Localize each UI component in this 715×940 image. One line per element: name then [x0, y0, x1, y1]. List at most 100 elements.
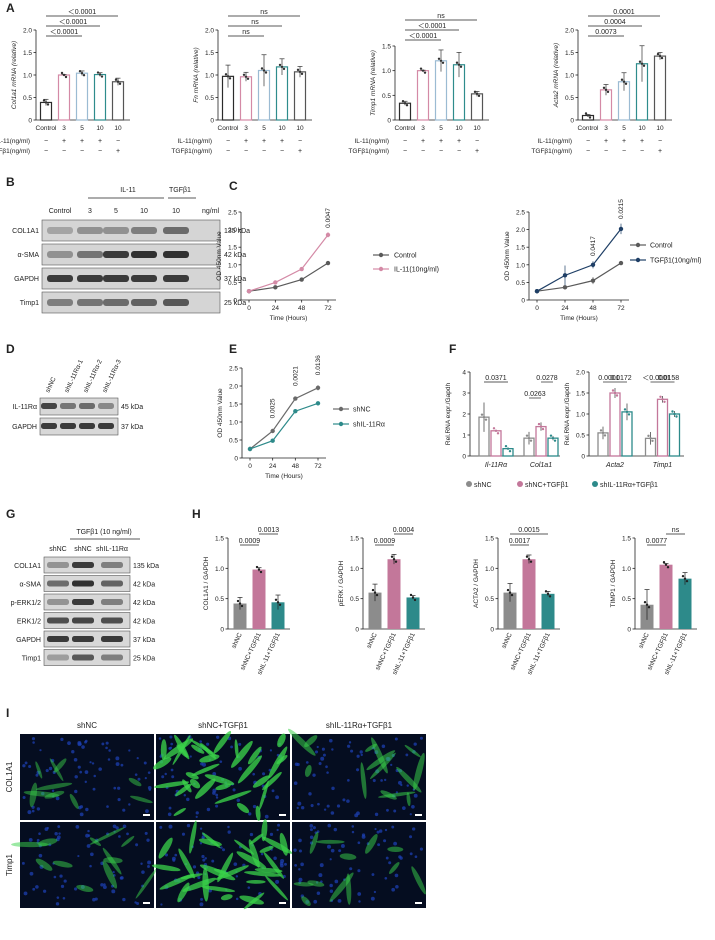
a-dot [296, 68, 300, 72]
i-nucleus [136, 901, 140, 906]
i-stain-fiber [53, 758, 67, 773]
g-band [101, 580, 123, 587]
i-stain-fiber [404, 744, 421, 758]
panel-letter-a: A [6, 1, 15, 15]
c-right-point [618, 260, 624, 266]
a-dot [244, 75, 248, 79]
f-left-sig-label: 0.0263 [524, 391, 546, 398]
i-nucleus [249, 832, 254, 837]
f-right-dot [611, 389, 615, 392]
h-dot [525, 555, 529, 558]
i-nucleus [168, 824, 173, 829]
i-nucleus [411, 804, 415, 809]
i-nucleus [390, 763, 393, 766]
g-kda-label: 25 kDa [133, 656, 155, 663]
i-stain-fiber [199, 864, 236, 881]
i-nucleus [41, 791, 45, 796]
e-point [247, 446, 253, 452]
h-dot [527, 558, 531, 561]
i-nucleus [160, 903, 163, 906]
a-sig-label: ＜0.0001 [50, 29, 79, 36]
i-nucleus [325, 765, 328, 769]
c-left-point [299, 266, 304, 272]
d-band [79, 423, 95, 429]
i-nucleus [57, 825, 61, 828]
i-nucleus [31, 737, 36, 741]
c-right-legend-dot [635, 242, 641, 248]
i-micrograph-bg [20, 734, 154, 820]
f-right-dot [647, 434, 650, 438]
i-nucleus [384, 828, 388, 832]
i-nucleus [293, 848, 297, 852]
i-stain-fiber [182, 779, 192, 793]
h-sig-label: 0.0009 [239, 538, 261, 545]
h-dot [274, 598, 278, 602]
i-scale-bar [143, 814, 150, 816]
i-stain-fiber [182, 877, 217, 892]
i-nucleus [23, 891, 28, 896]
h-dot [685, 579, 689, 583]
h-sig-label: ns [672, 527, 680, 534]
i-nucleus [90, 852, 94, 857]
i-nucleus [276, 828, 279, 832]
a3-y-tick-label: 0 [570, 118, 574, 125]
f-left-dot [553, 439, 557, 442]
i-stain-fiber [365, 743, 377, 752]
h1-y-tick-label: 0 [355, 627, 359, 634]
h2-y-tick-label: 1.0 [485, 566, 494, 573]
i-stain-fiber [288, 728, 316, 756]
a-dot [60, 71, 64, 75]
a-dot [602, 86, 606, 90]
f-left-y-tick-label: 3 [462, 391, 466, 398]
a-dot [588, 116, 592, 119]
a-x-tick-label: Control [218, 125, 240, 132]
f-right-dot [627, 413, 631, 416]
a-bar [93, 73, 107, 121]
i-stain-fiber [11, 841, 49, 848]
a-treat-mark: + [658, 148, 662, 155]
i-nucleus [32, 887, 36, 891]
a-treat-mark: − [622, 148, 626, 155]
a-treat-mark: + [604, 138, 608, 145]
a-dot [226, 75, 230, 78]
i-nucleus [357, 892, 362, 896]
h-dot [643, 601, 647, 604]
a-treat-mark: + [80, 138, 84, 145]
c-right-y-tick-label: 2.5 [516, 210, 525, 217]
c-right-p-value: 0.0215 [618, 199, 625, 219]
i-nucleus [77, 765, 81, 769]
i-nucleus [169, 746, 173, 749]
i-nucleus [215, 793, 219, 797]
h-dot [278, 603, 282, 607]
panel-letter-i: I [6, 706, 9, 720]
a2-y-tick-label: 0 [387, 118, 391, 125]
a2-y-tick-label: 1.5 [382, 44, 391, 51]
b-kda-label: 42 kDa [224, 252, 246, 259]
i-nucleus [169, 735, 173, 739]
i-nucleus [79, 770, 83, 774]
i-row-label: Timp1 [5, 853, 14, 875]
a-dot [606, 90, 610, 94]
e-x-tick-label: 0 [248, 463, 252, 470]
i-stain-fiber [128, 777, 142, 787]
h-bar [541, 593, 555, 629]
i-nucleus [377, 843, 381, 847]
c-left-series-line [248, 234, 329, 292]
a-bar [293, 71, 307, 121]
a-treat-mark: + [244, 138, 248, 145]
a-dot [82, 74, 86, 77]
i-stain-fiber [246, 879, 266, 884]
a-x-tick-label: 5 [80, 125, 84, 132]
i-nucleus [409, 835, 413, 839]
i-nucleus [227, 825, 230, 829]
i-nucleus [298, 838, 302, 843]
a-treat-mark: − [586, 148, 590, 155]
i-nucleus [212, 771, 217, 776]
f-right-dot [615, 394, 619, 397]
g-band [47, 617, 69, 624]
a-dot [100, 75, 104, 78]
e-point [270, 438, 275, 443]
i-nucleus [55, 796, 60, 801]
a-dot [260, 67, 264, 70]
i-nucleus [330, 848, 335, 853]
